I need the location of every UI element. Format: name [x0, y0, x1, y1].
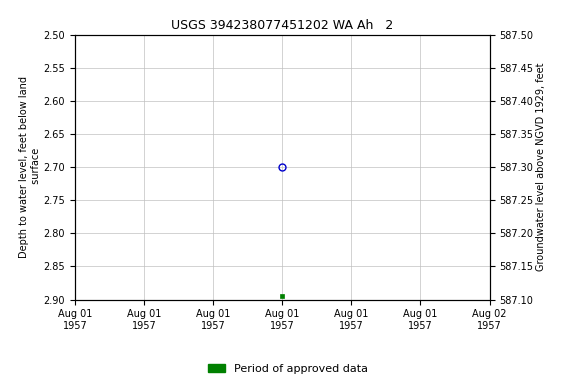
Title: USGS 394238077451202 WA Ah   2: USGS 394238077451202 WA Ah 2: [171, 19, 393, 32]
Y-axis label: Groundwater level above NGVD 1929, feet: Groundwater level above NGVD 1929, feet: [536, 63, 546, 271]
Legend: Period of approved data: Period of approved data: [204, 359, 372, 379]
Y-axis label: Depth to water level, feet below land
 surface: Depth to water level, feet below land su…: [19, 76, 41, 258]
